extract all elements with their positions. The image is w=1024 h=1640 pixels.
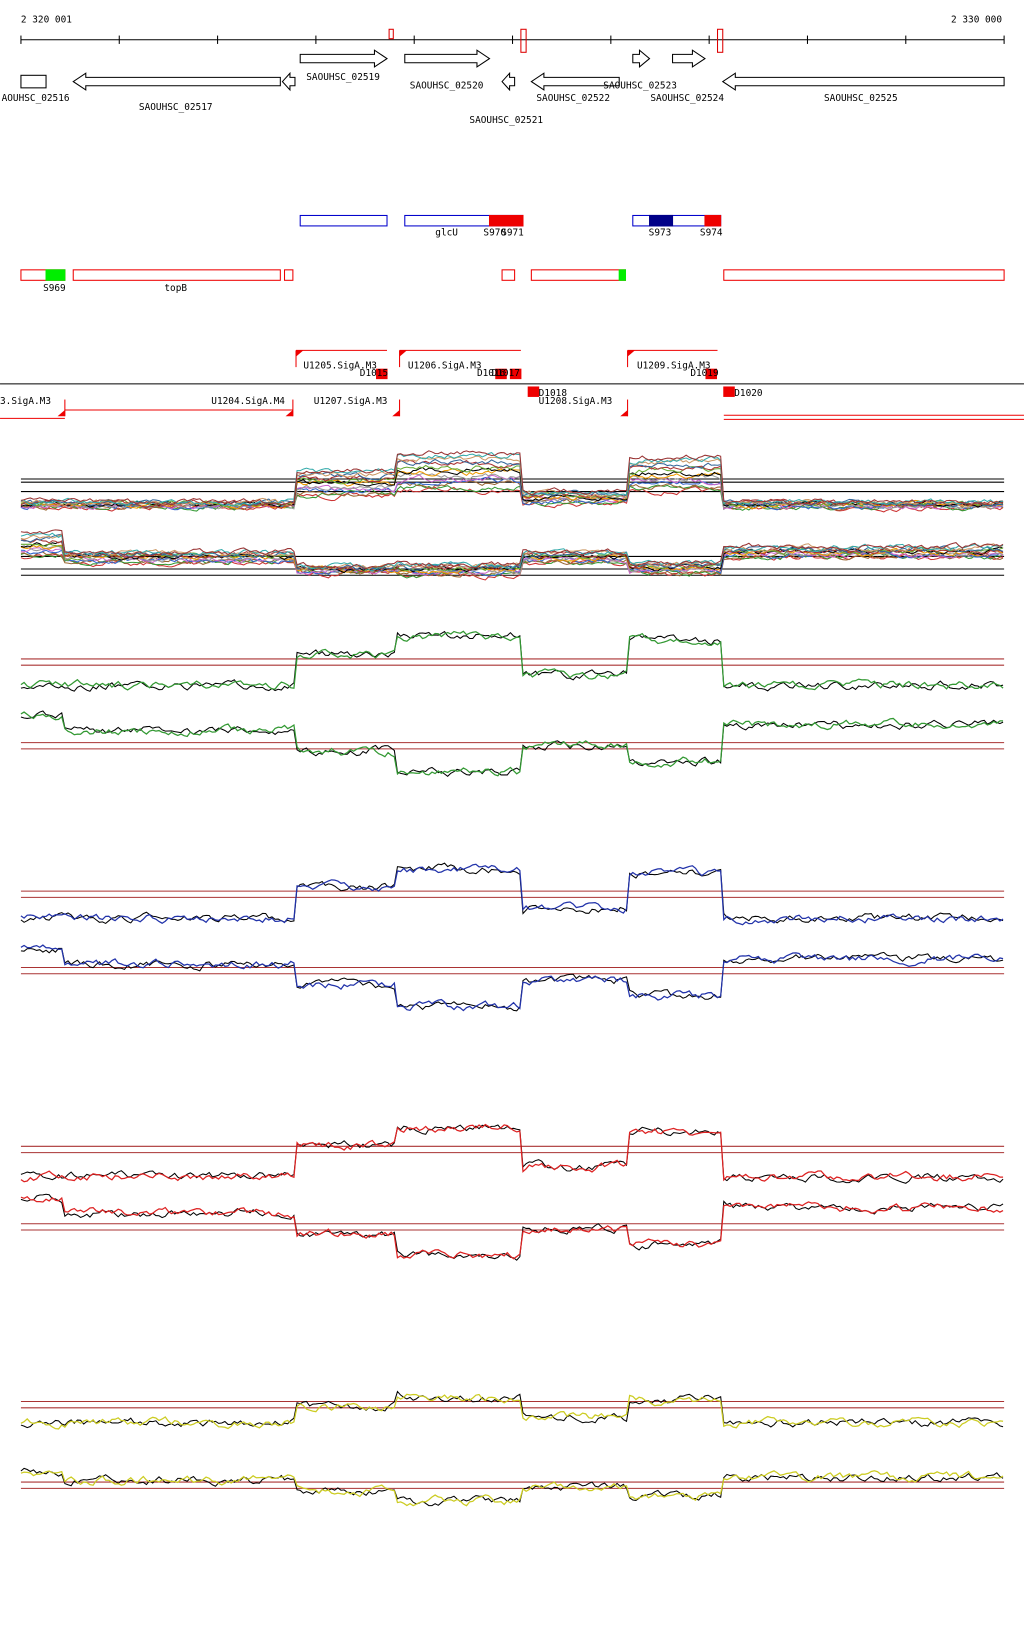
terminator	[723, 386, 735, 397]
signal-trace	[20, 1193, 1004, 1261]
signal-trace	[20, 547, 1004, 576]
signal-trace	[20, 1390, 1004, 1429]
ruler-marker	[388, 28, 394, 40]
feature	[618, 269, 627, 281]
ruler-start: 2 320 001	[21, 14, 72, 25]
promoter-label: U1206.SigA.M3	[408, 361, 482, 372]
signal-trace	[20, 863, 1004, 926]
promoter-label: U1204.SigA.M4	[211, 396, 285, 407]
signal-trace	[20, 529, 1004, 570]
feature	[45, 269, 66, 281]
promoter-flag	[285, 410, 293, 417]
signal-trace	[20, 450, 1004, 506]
terminator	[509, 368, 522, 380]
feature-label: S971	[501, 228, 524, 239]
feature-label: glcU	[435, 228, 458, 239]
feature-label: topB	[164, 283, 187, 294]
promoter-label: U1209.SigA.M3	[637, 361, 711, 372]
gene-label: SAOUHSC_02523	[603, 80, 677, 91]
terminator	[495, 368, 507, 380]
feature	[72, 269, 281, 281]
feature	[488, 214, 524, 227]
terminator	[705, 368, 717, 380]
gene-box	[20, 74, 47, 89]
promoter-flag	[399, 350, 407, 357]
feature-label: S973	[649, 228, 672, 239]
signal-trace	[20, 862, 1004, 925]
feature-label: S970	[483, 228, 506, 239]
promoter-flag	[392, 410, 400, 417]
signal-trace	[20, 1123, 1004, 1183]
feature	[723, 269, 1005, 281]
promoter-label: U1205.SigA.M3	[303, 361, 377, 372]
gene-label: AOUHSC_02516	[2, 93, 70, 104]
signal-trace	[20, 630, 1004, 692]
feature-label: S969	[43, 283, 66, 294]
gene-arrow	[672, 49, 706, 68]
promoter-label: U1208.SigA.M3	[539, 396, 613, 407]
gene-label: SAOUHSC_02525	[824, 93, 898, 104]
gene-arrow	[72, 72, 281, 91]
signal-trace	[20, 1195, 1004, 1260]
signal-trace	[20, 1470, 1004, 1507]
feature	[283, 269, 294, 281]
terminator	[376, 368, 388, 380]
promoter-label: D1017	[492, 368, 520, 379]
feature-label: S974	[700, 228, 723, 239]
signal-trace	[20, 483, 1004, 512]
feature	[530, 269, 627, 281]
signal-trace	[20, 1124, 1004, 1184]
feature	[704, 214, 722, 227]
gene-label: SAOUHSC_02521	[469, 115, 543, 126]
gene-label: SAOUHSC_02524	[650, 93, 724, 104]
gene-arrow	[299, 49, 388, 68]
gene-label: SAOUHSC_02520	[410, 80, 484, 91]
gene-arrow	[721, 72, 1005, 91]
signal-trace	[20, 944, 1004, 1012]
signal-trace	[20, 532, 1004, 572]
signal-trace	[20, 1467, 1004, 1507]
promoter-flag	[57, 410, 65, 417]
gene-arrow	[530, 72, 620, 91]
gene-arrow	[632, 49, 651, 69]
promoter-label: U1207.SigA.M3	[314, 396, 388, 407]
signal-trace	[20, 1393, 1004, 1430]
ruler-marker	[520, 28, 527, 53]
promoter-flag	[627, 350, 635, 357]
gene-arrow	[281, 71, 296, 92]
signal-trace	[20, 630, 1004, 691]
promoter-flag	[296, 350, 304, 357]
signal-trace	[20, 544, 1004, 575]
ruler-end: 2 330 000	[951, 14, 1002, 25]
signal-trace	[20, 476, 1004, 511]
promoter-label: D1015	[360, 368, 388, 379]
feature	[501, 269, 516, 281]
promoter-flag	[620, 410, 628, 417]
feature	[299, 214, 388, 227]
gene-label: SAOUHSC_02517	[139, 102, 213, 113]
promoter-label: D1019	[690, 368, 719, 379]
gene-label: SAOUHSC_02522	[536, 93, 610, 104]
signal-trace	[20, 710, 1004, 777]
gene-arrow	[501, 71, 516, 92]
signal-trace	[20, 545, 1004, 575]
signal-trace	[20, 458, 1004, 508]
signal-trace	[20, 711, 1004, 777]
gene-arrow	[404, 49, 491, 68]
promoter-label: 3.SigA.M3	[0, 396, 51, 407]
promoter-label: D1018	[539, 388, 568, 399]
terminator	[527, 386, 540, 397]
signal-trace	[20, 480, 1004, 511]
promoter-label: D1016	[477, 368, 506, 379]
feature	[649, 214, 674, 227]
promoter-label: D1020	[734, 388, 763, 399]
ruler-marker	[717, 28, 724, 53]
signal-trace	[20, 947, 1004, 1012]
gene-label: SAOUHSC_02519	[306, 72, 380, 83]
